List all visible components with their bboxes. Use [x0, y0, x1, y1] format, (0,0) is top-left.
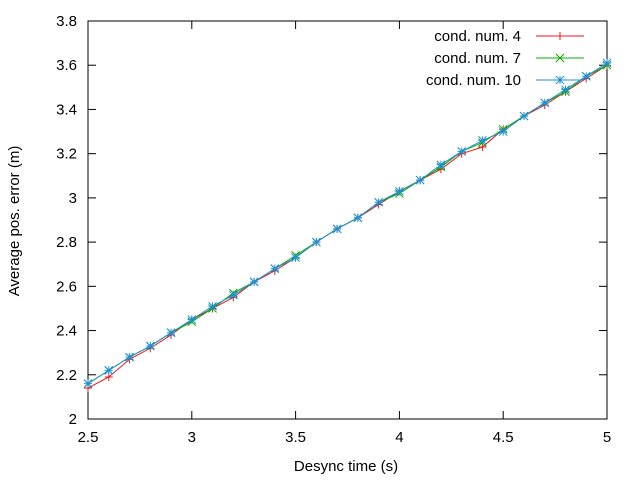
y-tick-label: 2.8	[56, 234, 77, 251]
legend-swatch-marker	[555, 53, 565, 63]
x-tick-label: 5	[603, 429, 611, 446]
y-tick-label: 3.2	[56, 146, 77, 163]
y-tick-label: 2	[69, 411, 77, 428]
data-point	[104, 366, 114, 375]
data-point	[561, 85, 570, 94]
data-point	[270, 264, 280, 273]
data-point	[208, 301, 217, 311]
x-axis-label: Desync time (s)	[294, 458, 398, 475]
data-point	[415, 175, 425, 185]
x-tick-label: 4	[395, 429, 403, 446]
data-point	[83, 379, 93, 388]
data-point	[395, 186, 404, 196]
series-layer	[83, 58, 612, 393]
data-point	[436, 160, 446, 170]
series-line	[87, 64, 608, 389]
x-tick-label: 4.5	[493, 429, 514, 446]
data-point	[187, 315, 197, 324]
data-point	[332, 224, 342, 234]
series-2	[83, 60, 612, 388]
y-tick-label: 2.6	[56, 278, 77, 295]
y-axis-label: Average pos. error (m)	[6, 146, 23, 297]
legend: cond. num. 4 cond. num. 7 cond. num. 10	[426, 28, 584, 89]
series-line	[87, 62, 608, 385]
legend-label: cond. num. 10	[426, 72, 521, 89]
data-point	[228, 290, 238, 300]
x-tick-label: 3.5	[285, 429, 306, 446]
legend-swatch-marker	[555, 75, 565, 85]
data-point	[374, 197, 383, 207]
data-point	[540, 98, 550, 108]
data-point	[478, 136, 487, 145]
data-point	[291, 253, 300, 262]
data-point	[581, 71, 591, 81]
data-point	[166, 328, 176, 338]
y-tick-label: 3.4	[56, 101, 77, 118]
plot-frame	[87, 20, 608, 420]
y-tick-label: 3.8	[56, 13, 77, 30]
data-point	[312, 237, 321, 247]
y-tick-label: 3	[69, 190, 77, 207]
data-point	[249, 277, 259, 287]
y-tick-label: 3.6	[56, 57, 77, 74]
x-tick-label: 2.5	[78, 429, 99, 446]
legend-swatch-marker	[556, 32, 564, 40]
x-tick-label: 3	[188, 429, 196, 446]
data-point	[125, 352, 134, 362]
data-point	[145, 341, 155, 351]
legend-label: cond. num. 7	[434, 50, 521, 67]
data-point	[353, 213, 363, 223]
y-tick-label: 2.4	[56, 323, 77, 340]
y-tick-label: 2.2	[56, 367, 77, 384]
axes: 2.5 3 3.5 4 4.5 5 2 2.2 2.4 2.6 2.8 3 3.2 3.4 3.6 3.8	[56, 13, 611, 446]
data-point	[519, 111, 529, 121]
data-point	[457, 147, 467, 156]
series-3	[83, 58, 612, 388]
data-point	[498, 127, 508, 136]
data-point	[602, 58, 612, 68]
legend-label: cond. num. 4	[434, 28, 521, 45]
